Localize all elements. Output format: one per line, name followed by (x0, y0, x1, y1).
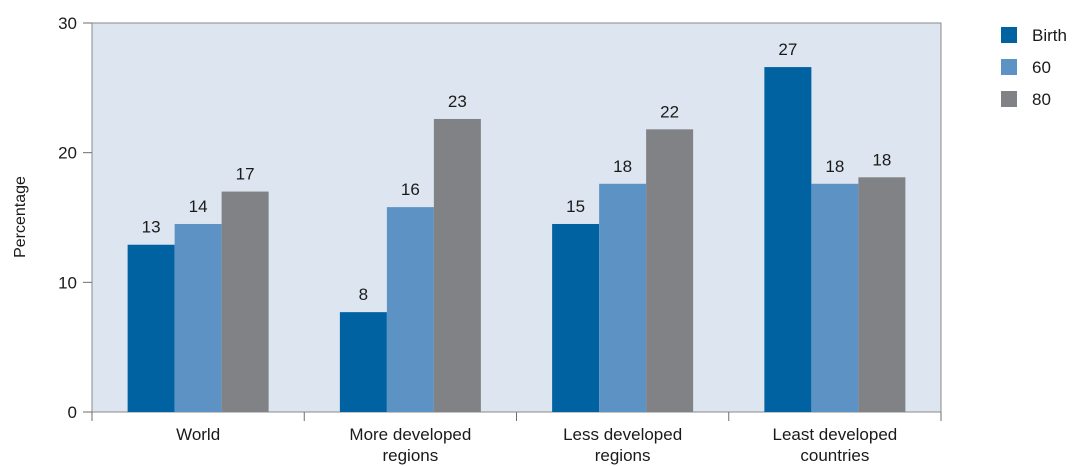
data-label: 23 (448, 92, 467, 111)
data-label: 15 (566, 197, 585, 216)
data-label: 17 (236, 165, 255, 184)
data-labels: 13 14 17 8 16 23 15 18 22 27 18 18 (142, 40, 892, 304)
data-label: 14 (189, 197, 208, 216)
data-label: 8 (359, 285, 368, 304)
bar-80 (221, 191, 269, 412)
bar-80 (858, 177, 906, 412)
x-tick-label: More developed (349, 425, 471, 444)
bar-birth (339, 312, 387, 412)
bars (127, 67, 906, 412)
legend: Birth 60 80 (1001, 26, 1067, 109)
data-label: 18 (872, 150, 891, 169)
bar-birth (127, 244, 175, 412)
legend-swatch (1001, 91, 1017, 107)
x-tick-label: Least developed (772, 425, 897, 444)
legend-label: 60 (1032, 58, 1051, 77)
bar-80 (433, 118, 481, 412)
data-label: 18 (825, 157, 844, 176)
data-label: 27 (778, 40, 797, 59)
legend-swatch (1001, 27, 1017, 43)
x-axis: World More developed regions Less developed… (91, 412, 942, 465)
y-axis-title: Percentage (12, 176, 29, 258)
legend-swatch (1001, 59, 1017, 75)
bar-birth (764, 67, 812, 412)
bar-60 (386, 207, 434, 412)
y-tick-label: 0 (68, 403, 77, 422)
bar-60 (811, 183, 859, 412)
bar-80 (646, 129, 694, 412)
legend-label: 80 (1032, 90, 1051, 109)
y-tick-label: 20 (58, 144, 77, 163)
y-axis: 0 10 20 30 (58, 14, 92, 422)
data-label: 16 (401, 180, 420, 199)
x-tick-label: regions (382, 446, 438, 465)
bar-60 (599, 183, 647, 412)
bar-60 (174, 223, 222, 412)
x-tick-label: regions (595, 446, 651, 465)
x-tick-label: countries (800, 446, 869, 465)
y-tick-label: 10 (58, 273, 77, 292)
data-label: 13 (142, 218, 161, 237)
y-tick-label: 30 (58, 14, 77, 33)
legend-label: Birth (1032, 26, 1067, 45)
data-label: 18 (613, 157, 632, 176)
bar-birth (552, 223, 600, 412)
x-tick-label: Less developed (563, 425, 682, 444)
x-tick-label: World (176, 425, 220, 444)
data-label: 22 (660, 102, 679, 121)
